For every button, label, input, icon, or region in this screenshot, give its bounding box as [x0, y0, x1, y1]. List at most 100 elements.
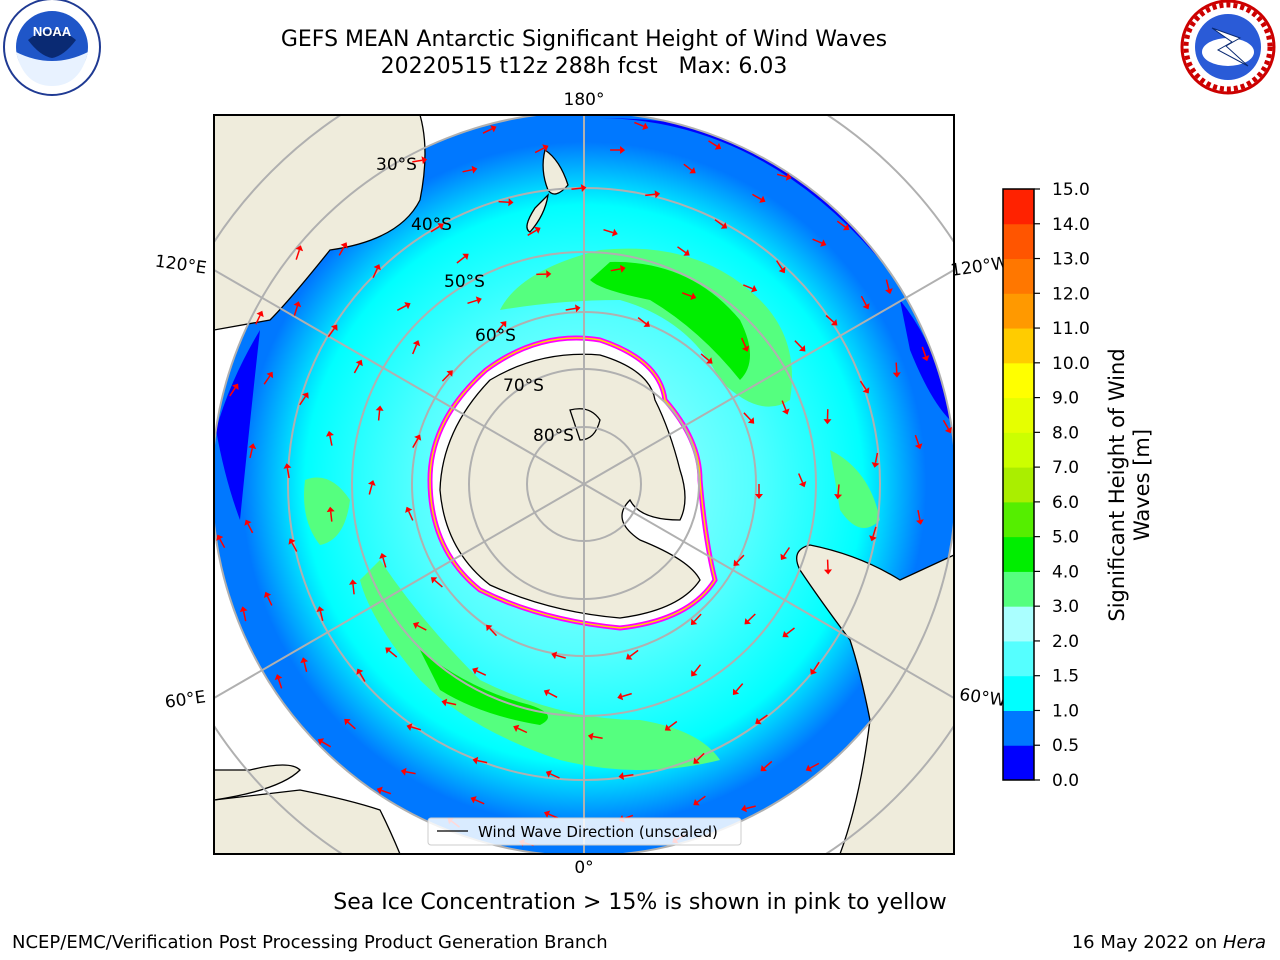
- wave-arrow-head: [288, 538, 296, 545]
- wave-arrow-head: [376, 786, 383, 795]
- wave-arrow-shaft: [411, 726, 422, 731]
- colorbar-segment: [1003, 745, 1034, 781]
- wave-arrow-head: [862, 387, 870, 394]
- wave-arrow-head: [472, 667, 479, 675]
- wave-arrow-shaft: [693, 664, 702, 674]
- wave-arrow-head: [871, 462, 880, 468]
- wave-arrow-shaft: [430, 225, 440, 233]
- colorbar-tick-label: 4.0: [1052, 562, 1079, 582]
- wave-arrow-head: [216, 534, 224, 541]
- wave-arrow-head: [720, 222, 728, 229]
- wave-arrow-shaft: [571, 187, 582, 191]
- colorbar-segment: [1003, 397, 1034, 433]
- wave-arrow-head: [546, 270, 552, 279]
- wave-arrow-head: [375, 405, 384, 411]
- wave-arrow-shaft: [474, 799, 485, 805]
- wave-arrow-shaft: [242, 611, 247, 622]
- wave-arrow-head: [263, 591, 272, 598]
- wave-arrow-head: [331, 324, 338, 331]
- colorbar-tick-label: 7.0: [1052, 458, 1079, 478]
- wave-arrow-shaft: [517, 727, 528, 734]
- wave-arrow-shaft: [477, 759, 488, 764]
- map-frame: [213, 114, 955, 855]
- lat-label-80: 80°S: [533, 426, 574, 446]
- wave-arrow-head: [302, 392, 309, 399]
- wave-arrow-head: [551, 651, 558, 660]
- wave-arrow-head: [274, 674, 283, 681]
- colorbar-title-line1: Significant Height of Wind: [1105, 348, 1129, 621]
- wave-arrow-shaft: [565, 307, 576, 311]
- wave-arrow-head: [508, 198, 514, 207]
- lon-label-120e: 120°E: [154, 252, 208, 279]
- wave-arrow-shaft: [382, 557, 387, 568]
- wave-arrow-shaft: [812, 661, 820, 672]
- wave-arrow-head: [733, 559, 740, 566]
- colorbar-tick-label: 5.0: [1052, 528, 1079, 548]
- wave-arrow-head: [843, 223, 850, 231]
- lat-label-30: 30°S: [376, 155, 417, 175]
- wave-arrow-shaft: [696, 795, 706, 803]
- colorbar-tick-label: 2.0: [1052, 632, 1079, 652]
- nws-logo: [1180, 0, 1276, 95]
- wave-arrow-head: [805, 764, 812, 772]
- wave-arrow-shaft: [412, 344, 418, 355]
- wave-arrow-shaft: [645, 193, 656, 197]
- wave-arrow-head: [293, 301, 302, 308]
- wave-arrow-shaft: [547, 692, 558, 698]
- colorbar-segment: [1003, 223, 1034, 260]
- wave-arrow-shaft: [743, 284, 753, 290]
- lon-label-60w: 60°W: [958, 685, 1007, 711]
- wave-arrow-head: [914, 443, 923, 450]
- wave-arrow-head: [693, 799, 700, 806]
- wave-arrow-shaft: [412, 438, 419, 448]
- wave-arrow-head: [620, 264, 626, 273]
- wave-arrow-head: [714, 142, 722, 150]
- wave-arrow-shaft: [299, 396, 307, 406]
- wave-arrow-shaft: [368, 484, 373, 495]
- wave-arrow-head: [782, 630, 789, 638]
- wave-arrow-shaft: [266, 595, 273, 606]
- lon-label-60e: 60°E: [164, 687, 207, 712]
- colorbar-title: Significant Height of Wind Waves [m]: [1105, 348, 1154, 621]
- wave-arrow-shaft: [860, 295, 867, 306]
- wave-arrow-shaft: [683, 163, 693, 171]
- wave-arrow-head: [316, 606, 325, 612]
- wave-arrow-shaft: [295, 249, 301, 260]
- wave-arrow-head: [500, 321, 507, 328]
- wave-arrow-head: [413, 621, 420, 629]
- wave-arrow-shaft: [634, 121, 644, 127]
- colorbar-segment: [1003, 432, 1034, 468]
- wave-arrow-shaft: [550, 773, 560, 779]
- wave-arrow-shaft: [603, 228, 614, 234]
- wave-arrow-shaft: [405, 771, 416, 775]
- wave-arrow-head: [885, 288, 893, 295]
- wave-arrow-shaft: [763, 760, 773, 769]
- wave-arrow-head: [400, 767, 407, 776]
- wave-arrow-shaft: [942, 419, 950, 430]
- wave-arrow-shaft: [735, 683, 744, 692]
- wave-arrow-head: [741, 804, 747, 813]
- wave-arrow-shaft: [872, 526, 877, 537]
- wave-arrow-head: [690, 292, 697, 300]
- wave-arrow-shaft: [681, 292, 692, 298]
- wave-arrow-head: [759, 195, 766, 203]
- wave-arrow-head: [780, 553, 788, 560]
- colorbar-tick-label: 14.0: [1052, 215, 1090, 235]
- latitude-labels: 30°S 40°S 50°S 60°S 70°S 80°S: [376, 155, 574, 446]
- lat-label-40: 40°S: [411, 215, 452, 235]
- wave-arrow-shaft: [319, 610, 324, 621]
- footer-date: 16 May 2022 on Hera: [1072, 932, 1266, 953]
- wave-arrow-head: [475, 296, 482, 305]
- wave-arrow-head: [405, 506, 413, 513]
- legend-label: Wind Wave Direction (unscaled): [478, 823, 718, 841]
- colorbar-frame: [1002, 188, 1035, 781]
- wave-arrow-shaft: [708, 140, 718, 147]
- colorbar-tick-label: 0.5: [1052, 736, 1079, 756]
- wave-arrow-head: [747, 417, 755, 424]
- wave-arrow-shaft: [277, 678, 283, 689]
- wave-arrow-head: [283, 463, 292, 469]
- wave-arrow-shaft: [247, 523, 254, 534]
- wave-arrow-shaft: [303, 661, 308, 672]
- wave-arrow-shaft: [353, 363, 360, 374]
